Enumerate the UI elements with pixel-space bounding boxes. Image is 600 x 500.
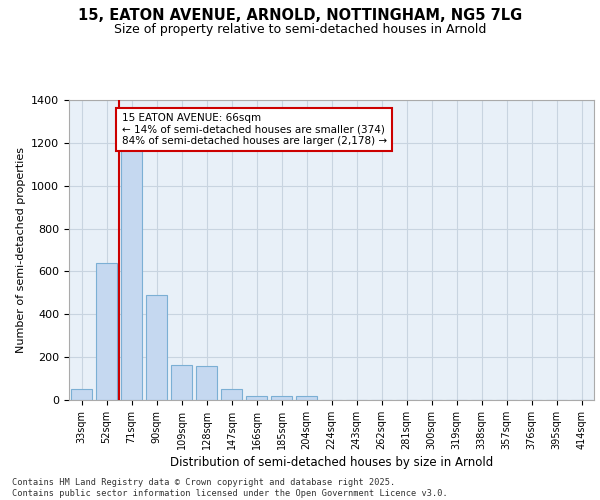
Text: Contains HM Land Registry data © Crown copyright and database right 2025.
Contai: Contains HM Land Registry data © Crown c… xyxy=(12,478,448,498)
Bar xyxy=(271,396,292,400)
Bar xyxy=(221,390,242,400)
Bar xyxy=(196,366,217,400)
Bar xyxy=(121,147,142,400)
Y-axis label: Number of semi-detached properties: Number of semi-detached properties xyxy=(16,147,26,353)
Text: 15, EATON AVENUE, ARNOLD, NOTTINGHAM, NG5 7LG: 15, EATON AVENUE, ARNOLD, NOTTINGHAM, NG… xyxy=(78,8,522,22)
Bar xyxy=(296,396,317,400)
Bar xyxy=(171,364,192,400)
Bar xyxy=(146,295,167,400)
Bar xyxy=(246,396,267,400)
X-axis label: Distribution of semi-detached houses by size in Arnold: Distribution of semi-detached houses by … xyxy=(170,456,493,469)
Bar xyxy=(96,263,117,400)
Text: Size of property relative to semi-detached houses in Arnold: Size of property relative to semi-detach… xyxy=(114,22,486,36)
Bar xyxy=(71,390,92,400)
Text: 15 EATON AVENUE: 66sqm
← 14% of semi-detached houses are smaller (374)
84% of se: 15 EATON AVENUE: 66sqm ← 14% of semi-det… xyxy=(121,113,386,146)
